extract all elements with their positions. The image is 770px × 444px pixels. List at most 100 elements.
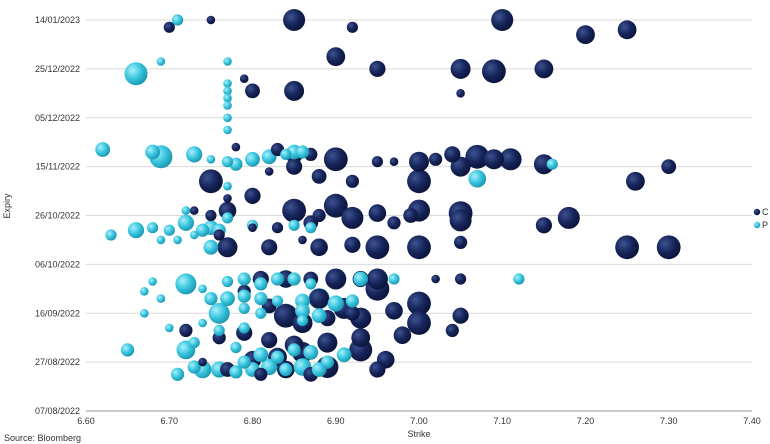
bubble-p [305,222,317,234]
y-tick-label: 27/08/2022 [35,357,80,367]
bubble-p [124,62,148,86]
bubble-c [491,9,514,31]
bubble-c [385,302,403,320]
bubble-p [177,214,194,231]
bubble-c [344,236,361,253]
bubble-p [196,223,210,237]
bubble-c [326,47,346,67]
x-tick-label: 6.60 [77,416,95,426]
x-tick-label: 7.20 [577,416,595,426]
bubble-c [179,323,193,337]
bubble-p [388,273,400,285]
bubble-c [534,59,554,79]
bubble-c [205,209,217,222]
bubble-p [105,229,117,241]
bubble-p [213,324,225,336]
bubble-p [127,222,145,239]
bubble-c [325,268,347,290]
bubble-c [557,206,580,229]
bubble-c [273,303,298,328]
y-axis-ticks: 07/08/2022 27/08/2022 16/09/2022 06/10/2022… [35,15,80,416]
bubble-p [175,273,197,295]
x-tick-label: 7.30 [660,416,678,426]
bubble-p [303,345,319,360]
bubble-p [189,230,199,240]
bubble-p [253,347,269,363]
bubble-p [223,93,232,103]
bubble-p [254,277,268,291]
bubble-p [280,148,292,160]
bubble-p [305,278,317,290]
bubble-c [429,152,443,166]
y-axis-title: Expiry [2,193,12,219]
bubble-p [270,350,285,364]
y-tick-label: 15/11/2022 [36,162,80,172]
bubble-c [245,83,260,99]
bubble-p [95,142,111,157]
bubble-c [499,148,522,171]
bubble-p [147,222,159,234]
bubble-c [310,238,328,257]
bubble-p [238,322,250,334]
bubble-c [449,209,472,232]
x-axis-ticks: 6.60 6.70 6.80 6.90 7.00 7.10 7.20 7.30 7.40 [77,416,761,426]
bubble-c [206,15,216,25]
bubble-c [389,157,399,166]
bubble-c [239,74,249,83]
bubble-c [465,144,490,169]
bubble-c [371,156,383,168]
bubble-p [223,101,232,110]
bubble-c [309,288,330,309]
bubble-c [407,291,431,316]
bubble-c [576,25,595,45]
bubble-c [323,193,348,218]
bubble-c [450,58,471,79]
bubble-c [535,217,553,234]
x-tick-label: 6.90 [327,416,345,426]
bubble-c [271,222,284,234]
bubble-c [393,326,412,345]
bubble-p [223,86,232,96]
legend-label-p: P [762,220,768,230]
bubble-p [295,303,310,319]
source-note: Source: Bloomberg [4,433,81,443]
bubble-c [282,198,306,223]
bubble-p [271,295,284,307]
bubble-c [248,223,257,232]
bubble-c [298,235,307,245]
bubble-p [229,365,243,379]
bubble-p [468,170,487,188]
bubble-p [287,272,301,286]
bubble-c [482,59,506,84]
bubble-c [483,149,504,170]
bubble-p [223,113,232,123]
bubble-p [279,362,293,377]
y-tick-label: 06/10/2022 [35,259,80,269]
bubble-c [387,216,401,230]
bubble-c [403,208,419,223]
bubble-p [181,206,191,215]
bubble-c [452,307,469,324]
bubble-c [369,60,386,77]
bubble-p [206,155,216,164]
bubble-p [163,224,175,236]
y-tick-label: 07/08/2022 [35,406,80,416]
bubble-c [198,357,207,367]
bubble-p [156,235,166,245]
bubble-p [327,295,344,312]
bubble-c [455,273,467,285]
bubble-c [351,328,371,348]
bubble-c [244,187,261,204]
bubble-c [445,323,459,337]
bubble-p [311,308,327,324]
bubble-p [172,14,184,26]
bubble-p [156,294,166,303]
bubble-p [145,144,161,160]
bubble-c [409,151,429,172]
bubble-c [261,239,278,256]
bubble-c [345,305,360,321]
bubble-p [187,360,201,374]
bubble-p [171,367,185,381]
bubble-p [353,271,369,287]
bubble-p [336,347,352,363]
